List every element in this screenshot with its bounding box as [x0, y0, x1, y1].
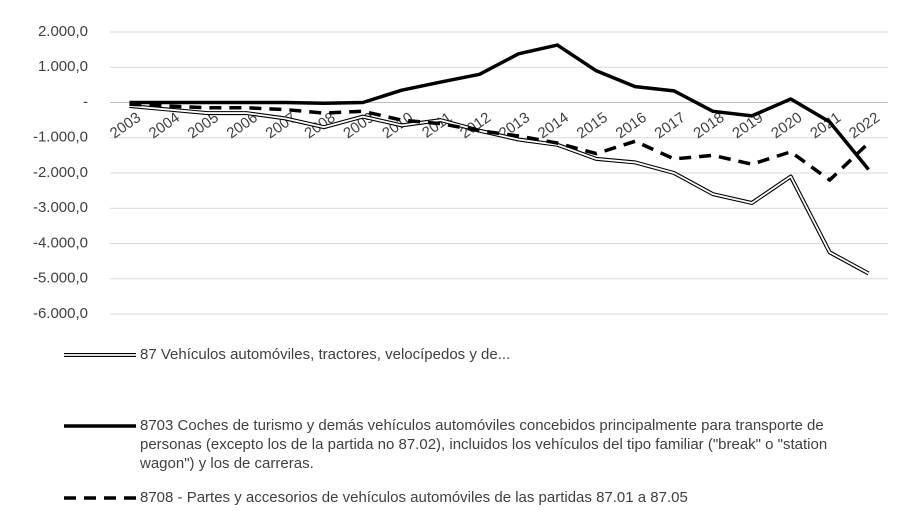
x-tick-label: 2003: [107, 109, 144, 142]
legend-item: 8703 Coches de turismo y demás vehículos…: [60, 416, 880, 473]
legend-swatch: [64, 496, 136, 500]
series-line: [129, 43, 870, 171]
x-tick-label: 2015: [574, 109, 611, 142]
legend-item: 8708 - Partes y accesorios de vehículos …: [60, 488, 880, 507]
y-tick-label: -4.000,0: [33, 234, 88, 251]
legend-item: 87 Vehículos automóviles, tractores, vel…: [60, 345, 880, 364]
x-tick-label: 2022: [846, 109, 883, 142]
legend-label: 87 Vehículos automóviles, tractores, vel…: [140, 346, 511, 363]
y-tick-label: -6.000,0: [33, 305, 88, 322]
y-tick-label: -: [83, 93, 88, 110]
y-tick-label: -2.000,0: [33, 164, 88, 181]
y-tick-label: 1.000,0: [38, 58, 88, 75]
y-tick-label: -1.000,0: [33, 129, 88, 146]
y-tick-label: -5.000,0: [33, 270, 88, 287]
x-tick-label: 2021: [807, 109, 844, 142]
legend-label: 8703 Coches de turismo y demás vehículos…: [140, 417, 828, 472]
legend-swatch: [64, 353, 136, 357]
x-tick-label: 2016: [613, 109, 650, 142]
y-tick-label: 2.000,0: [38, 23, 88, 40]
x-tick-label: 2020: [768, 109, 805, 142]
series-line-inner: [129, 105, 869, 275]
legend-swatch: [64, 424, 136, 428]
x-tick-label: 2014: [535, 109, 572, 142]
x-tick-label: 2004: [146, 109, 183, 142]
series-line: [129, 102, 870, 182]
y-tick-label: -3.000,0: [33, 199, 88, 216]
x-tick-label: 2017: [652, 109, 689, 142]
legend-label: 8708 - Partes y accesorios de vehículos …: [140, 489, 688, 506]
chart: -6.000,0-5.000,0-4.000,0-3.000,0-2.000,0…: [33, 23, 888, 322]
